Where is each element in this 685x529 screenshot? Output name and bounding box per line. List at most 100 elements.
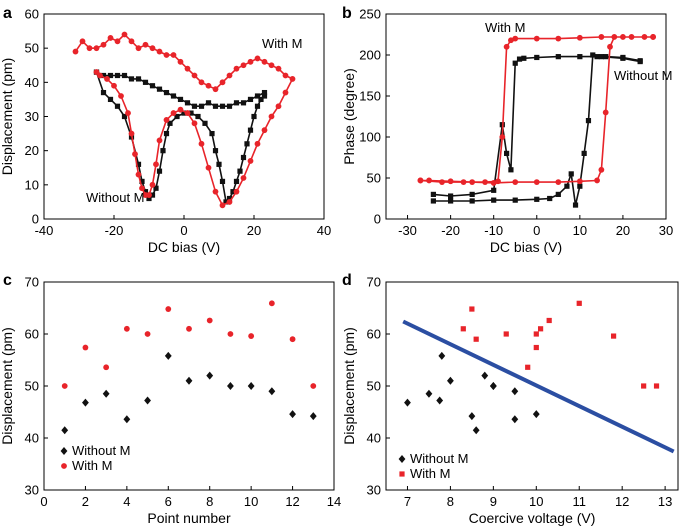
data-point-with-m [163, 117, 170, 123]
y-tick-label: 40 [25, 75, 39, 90]
data-point-with-m [205, 164, 212, 171]
data-point-without-m [100, 72, 107, 79]
x-tick-label: 7 [404, 494, 411, 509]
data-point-with-m [177, 106, 184, 113]
data-point-with-m [206, 317, 213, 324]
y-tick-label: 60 [25, 327, 39, 342]
x-tick-label: -30 [398, 223, 417, 238]
data-point-without-m [139, 178, 145, 185]
data-point-with-m [135, 45, 142, 52]
y-tick-label: 60 [367, 327, 381, 342]
data-point-without-m [237, 168, 243, 174]
data-point-without-m [472, 426, 480, 435]
data-point-with-m [460, 179, 467, 186]
data-point-with-m [144, 331, 151, 337]
data-point-without-m [230, 189, 236, 195]
data-point-with-m [490, 180, 497, 186]
data-point-with-m [503, 43, 510, 50]
y-tick-label: 50 [367, 379, 381, 394]
data-point-with-m [546, 317, 552, 324]
data-point-with-m [153, 161, 159, 168]
legend-marker [61, 463, 67, 469]
data-point-with-m [533, 331, 539, 337]
y-tick-label: 250 [359, 7, 381, 22]
data-point-without-m [489, 382, 497, 390]
data-point-with-m [149, 181, 156, 188]
data-point-without-m [258, 96, 264, 103]
data-point-without-m [82, 398, 89, 407]
data-point-with-m [628, 34, 635, 40]
x-tick-label: 20 [247, 223, 261, 238]
data-point-without-m [603, 54, 609, 60]
data-point-with-m [86, 45, 93, 52]
data-point-without-m [572, 202, 579, 208]
legend-label: Without M [72, 443, 131, 458]
data-point-with-m [641, 383, 647, 389]
y-tick-label: 0 [374, 212, 381, 227]
data-point-without-m [585, 118, 592, 124]
data-point-without-m [534, 196, 540, 202]
y-tick-label: 0 [32, 212, 39, 227]
data-point-with-m [123, 325, 130, 332]
data-point-with-m [79, 38, 86, 45]
data-point-with-m [254, 55, 261, 62]
data-point-with-m [620, 34, 626, 40]
x-tick-label: 9 [490, 494, 497, 509]
data-point-with-m [310, 383, 317, 389]
data-point-with-m [198, 79, 205, 86]
data-point-with-m [212, 86, 219, 93]
data-point-with-m [226, 72, 233, 79]
data-point-with-m [282, 72, 289, 79]
y-tick-label: 50 [367, 171, 381, 186]
annotation-without-m: Without M [86, 190, 145, 205]
data-point-without-m [512, 60, 518, 66]
data-point-with-m [512, 35, 519, 42]
data-point-without-m [170, 93, 177, 99]
data-point-without-m [163, 89, 170, 96]
data-point-without-m [240, 154, 247, 161]
panel-letter-c: c [3, 272, 12, 289]
data-point-without-m [309, 412, 317, 421]
data-point-without-m [555, 191, 561, 197]
data-point-with-m [233, 65, 240, 72]
data-point-without-m [268, 387, 276, 396]
data-point-without-m [590, 52, 596, 58]
data-point-without-m [404, 398, 411, 407]
x-tick-label: 8 [447, 494, 454, 509]
x-tick-label: 10 [244, 494, 258, 509]
data-point-without-m [128, 76, 135, 82]
data-point-with-m [111, 82, 117, 89]
x-tick-label: 0 [533, 223, 540, 238]
data-point-without-m [430, 198, 436, 204]
data-point-with-m [533, 344, 539, 351]
data-point-with-m [156, 48, 163, 55]
data-point-with-m [240, 62, 247, 69]
data-point-with-m [594, 177, 600, 184]
data-point-with-m [93, 45, 100, 52]
data-point-without-m [532, 410, 540, 419]
legend-label: With M [72, 458, 112, 473]
x-tick-label: 4 [123, 494, 130, 509]
panel-a: -40 -20 0 20 40 0 10 20 30 40 50 60 DC bias (V) Displ… [0, 7, 331, 256]
panel-d: 7 8 9 10 11 12 13 30 40 50 60 70 Coercive voltage (V… [341, 275, 679, 526]
data-point-with-m [170, 52, 177, 58]
data-point-without-m [144, 396, 151, 405]
data-point-without-m [226, 195, 233, 202]
data-point-with-m [289, 76, 296, 82]
data-point-with-m [142, 192, 149, 198]
data-point-with-m [533, 179, 540, 186]
data-point-without-m [468, 412, 476, 421]
data-point-with-m [576, 178, 583, 185]
data-point-with-m [104, 76, 110, 82]
data-point-without-m [240, 100, 247, 106]
data-point-without-m [481, 371, 489, 380]
data-point-with-m [247, 58, 254, 65]
data-point-with-m [165, 306, 172, 312]
y-tick-label: 30 [25, 483, 39, 498]
data-point-without-m [436, 396, 444, 405]
data-point-without-m [448, 198, 454, 204]
data-point-with-m [186, 325, 192, 332]
data-point-without-m [577, 183, 583, 189]
